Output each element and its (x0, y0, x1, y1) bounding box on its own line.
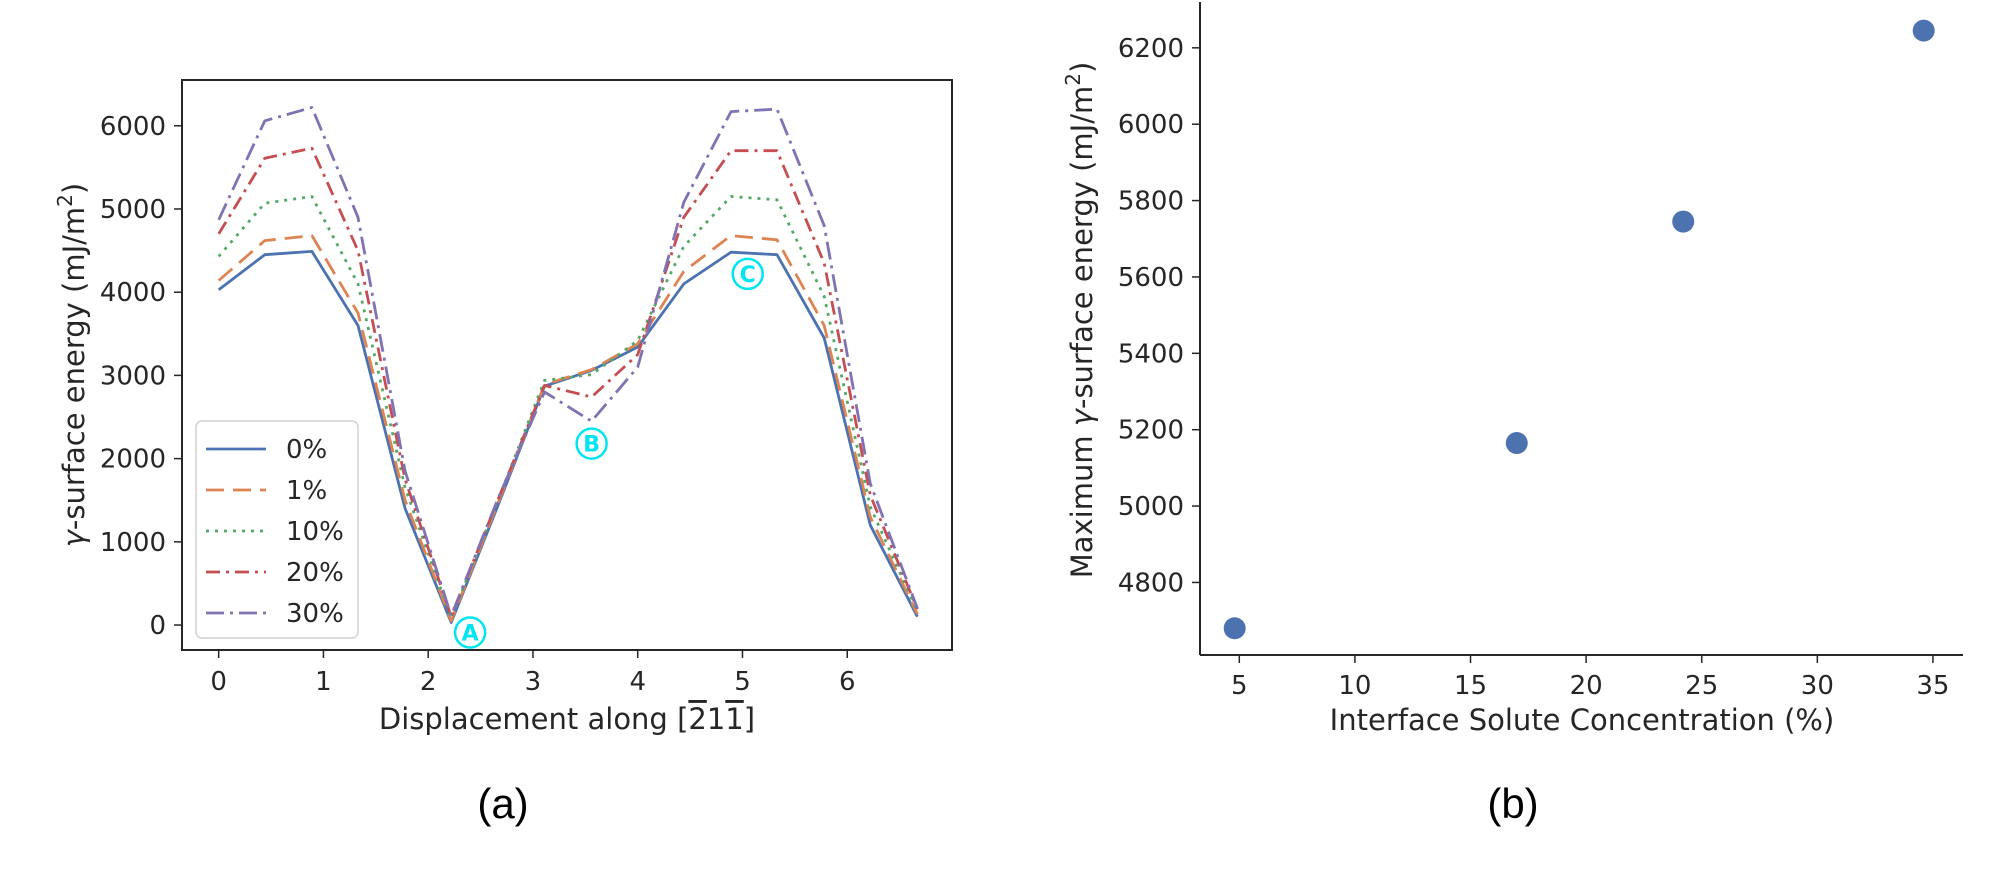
panel-a-line-chart: 0 1 2 3 4 5 6 0 1000 2000 3000 4000 5000 6000 A B C 0% 1… (53, 79, 953, 827)
series-line-20pct (217, 146, 919, 619)
series-line-10pct (217, 195, 919, 620)
x-tick-label: 25 (1685, 671, 1718, 701)
panel-b-points (1223, 19, 1935, 640)
y-tick-label: 5000 (100, 195, 166, 225)
x-tick-label: 6 (839, 667, 856, 697)
y-tick-label: 1000 (100, 528, 166, 558)
x-tick-label: 1 (315, 667, 332, 697)
panel-a-legend: 0% 1% 10% 20% 30% (195, 420, 359, 639)
panel-b-scatter-chart: 5 10 15 20 25 30 35 4800 5000 5200 5400 5600 5800 600… (1061, 2, 1963, 827)
panel-a-x-axis-label: Displacement along [211] (379, 702, 755, 736)
legend-entry: 20% (286, 558, 344, 588)
y-tick-label: 0 (149, 611, 166, 641)
y-tick-label: 5600 (1118, 263, 1184, 293)
annotation-label-c: C (740, 263, 756, 288)
x-tick-label: 4 (629, 667, 646, 697)
x-tick-label: 35 (1916, 671, 1949, 701)
y-tick-label: 5200 (1118, 416, 1184, 446)
scatter-point (1672, 210, 1695, 233)
panel-a-annotations: A B C (453, 257, 764, 649)
panel-a-series (217, 106, 919, 624)
y-tick-label: 6200 (1118, 34, 1184, 64)
legend-entry: 30% (286, 599, 344, 629)
y-tick-label: 6000 (1118, 110, 1184, 140)
panel-a-y-axis-label: γ-surface energy (mJ/m2) (53, 183, 91, 548)
x-tick-label: 2 (420, 667, 437, 697)
panel-a-caption: (a) (477, 780, 528, 827)
panel-b-caption: (b) (1487, 780, 1538, 827)
series-line-30pct (217, 106, 919, 618)
y-tick-label: 5800 (1118, 187, 1184, 217)
y-tick-label: 5000 (1118, 492, 1184, 522)
series-line-1pct (217, 234, 919, 623)
x-tick-label: 0 (210, 667, 227, 697)
legend-box (195, 420, 359, 639)
legend-entry: 10% (286, 517, 344, 547)
legend-entry: 1% (286, 476, 327, 506)
y-tick-label: 3000 (100, 361, 166, 391)
x-tick-label: 5 (1231, 671, 1248, 701)
x-tick-label: 10 (1338, 671, 1371, 701)
y-tick-label: 5400 (1118, 339, 1184, 369)
annotation-circle-a (453, 616, 487, 649)
panel-b-y-axis-label: Maximum γ-surface energy (mJ/m2) (1061, 62, 1099, 579)
y-tick-label: 2000 (100, 445, 166, 475)
scatter-point (1223, 617, 1246, 640)
panel-b-x-axis-label: Interface Solute Concentration (%) (1330, 703, 1835, 737)
x-tick-label: 3 (525, 667, 542, 697)
panel-b-ticks: 5 10 15 20 25 30 35 4800 5000 5200 5400 5600 5800 600… (1118, 34, 1950, 701)
panel-a-plot-frame (181, 79, 953, 651)
annotation-circle-c (731, 257, 764, 291)
x-tick-label: 20 (1570, 671, 1603, 701)
x-tick-label: 30 (1801, 671, 1834, 701)
legend-entry: 0% (286, 435, 327, 465)
annotation-label-a: A (462, 622, 479, 647)
y-tick-label: 4800 (1118, 568, 1184, 598)
y-tick-label: 6000 (100, 112, 166, 142)
annotation-circle-b (575, 427, 608, 460)
x-tick-label: 15 (1454, 671, 1487, 701)
x-tick-label: 5 (734, 667, 751, 697)
annotation-label-b: B (583, 433, 600, 458)
scatter-point (1912, 19, 1935, 42)
y-tick-label: 4000 (100, 278, 166, 308)
panel-a-ticks: 0 1 2 3 4 5 6 0 1000 2000 3000 4000 5000 6000 (100, 112, 856, 697)
scatter-point (1505, 432, 1528, 455)
